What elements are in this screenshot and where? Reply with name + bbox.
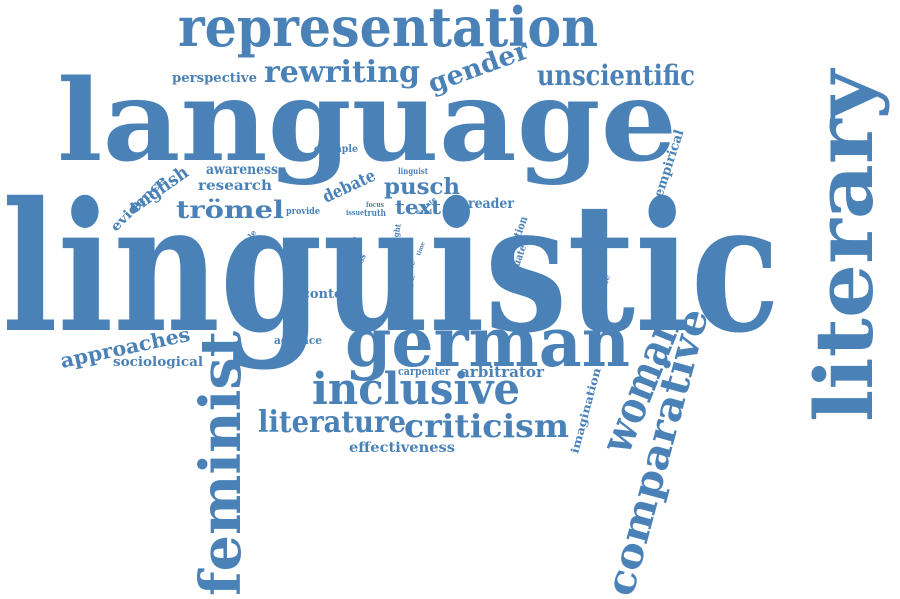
word-arbitrator: arbitrator xyxy=(460,363,545,381)
word-advance: advance xyxy=(274,334,322,347)
word-perspective: perspective xyxy=(172,71,257,86)
word-sociological: sociological xyxy=(113,355,203,370)
word-example: example xyxy=(314,144,358,155)
word-focus: focus xyxy=(366,200,384,209)
word-feminist: feminist xyxy=(188,331,254,596)
word-effectiveness: effectiveness xyxy=(349,440,455,456)
word-hand: hand xyxy=(416,209,433,216)
word-linguist: linguist xyxy=(398,166,428,176)
word-unscientific: unscientific xyxy=(537,59,695,92)
word-tromel: trömel xyxy=(176,195,284,224)
word-awareness: awareness xyxy=(206,162,278,178)
word-issue: issue xyxy=(346,208,364,217)
word-reader: reader xyxy=(468,196,515,212)
word-literary: literary xyxy=(797,67,891,422)
word-group: group xyxy=(390,289,412,298)
word-truth: truth xyxy=(364,209,386,219)
word-provide: provide xyxy=(286,207,320,217)
word-research: research xyxy=(198,178,272,194)
word-carpenter: carpenter xyxy=(398,365,450,378)
word-rewriting: rewriting xyxy=(264,55,420,90)
word-literature: literature xyxy=(258,405,406,440)
word-representation: representation xyxy=(178,0,598,59)
